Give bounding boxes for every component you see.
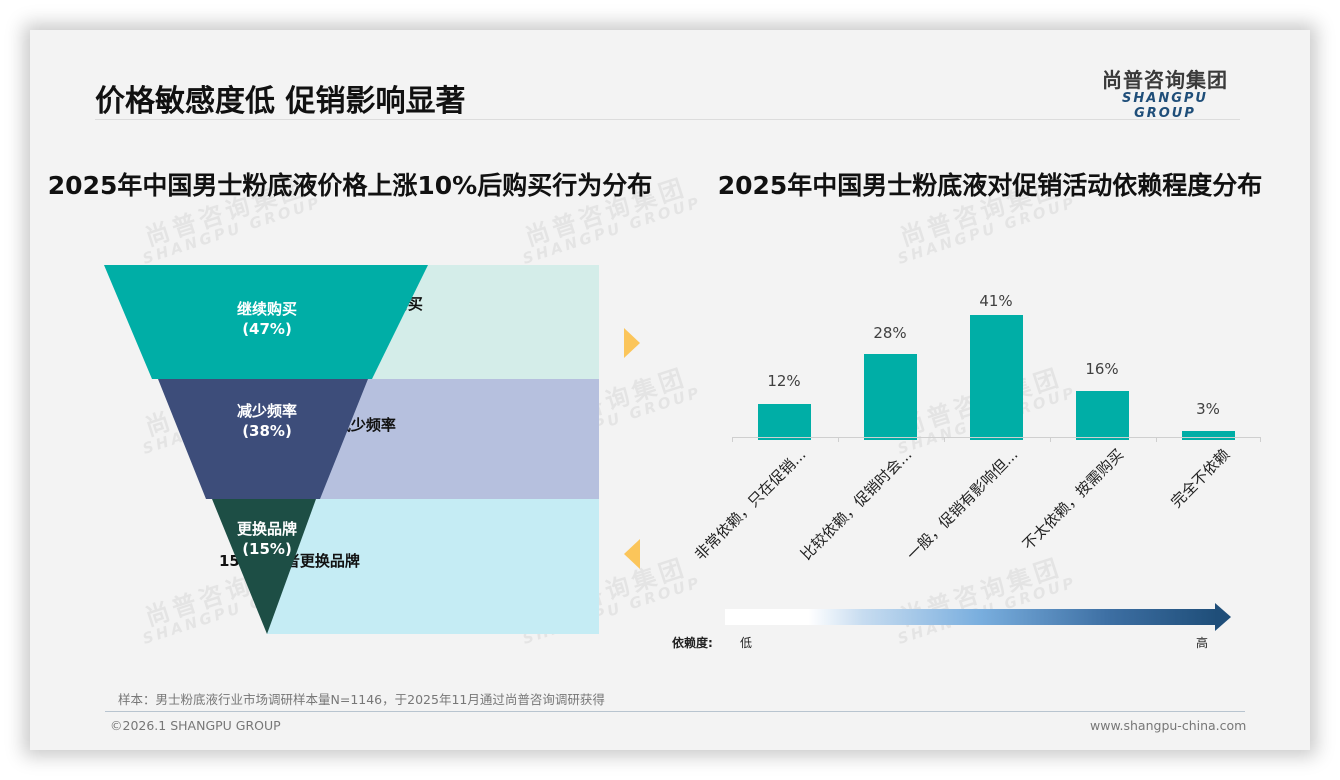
- funnel-shapes: [104, 265, 428, 634]
- axis-tick: [732, 437, 733, 442]
- category-label: 非常依赖，只在促销...: [690, 445, 810, 564]
- segment-name: 减少频率: [236, 402, 297, 420]
- watermark-en: SHANGPU GROUP: [520, 192, 704, 268]
- watermark-en: SHANGPU GROUP: [140, 192, 324, 268]
- category-label: 比较依赖，促销时会...: [796, 445, 916, 564]
- website-link[interactable]: www.shangpu-china.com: [1090, 718, 1247, 733]
- bar-value: 28%: [873, 324, 907, 342]
- x-axis: [732, 437, 1260, 438]
- triangle-left-icon: [624, 539, 640, 569]
- bar-value: 41%: [979, 292, 1013, 310]
- company-logo: 尚普咨询集团 SHANGPU GROUP: [1090, 64, 1240, 121]
- triangle-right-icon: [624, 328, 640, 358]
- page-title: 价格敏感度低 促销影响显著: [95, 84, 466, 119]
- arrow-right-icon: [1215, 603, 1231, 631]
- funnel-segment-label: 更换品牌 (15%): [197, 519, 337, 559]
- category-label: 不太依赖，按需购买: [1018, 445, 1128, 554]
- bar-value: 16%: [1085, 360, 1119, 378]
- funnel-chart-title: 2025年中国男士粉底液价格上涨10%后购买行为分布: [47, 171, 653, 200]
- dependence-low-label: 低: [740, 636, 753, 650]
- slide: 尚普咨询集团 SHANGPU GROUP 尚普咨询集团 SHANGPU GROU…: [30, 30, 1310, 750]
- funnel-segment-label: 继续购买 (47%): [197, 299, 337, 339]
- bar: [1182, 431, 1235, 440]
- title-divider: [95, 119, 1240, 120]
- axis-tick: [944, 437, 945, 442]
- bar: [864, 354, 917, 440]
- axis-tick: [1050, 437, 1051, 442]
- dependence-gradient-arrow: [725, 603, 1231, 631]
- dependence-label: 依赖度:: [672, 636, 713, 650]
- segment-pct: (38%): [242, 422, 292, 440]
- footer-divider: [105, 711, 1245, 712]
- segment-name: 更换品牌: [236, 520, 297, 538]
- gradient-bar: [725, 609, 1217, 625]
- bar: [970, 315, 1023, 440]
- bar-chart-title: 2025年中国男士粉底液对促销活动依赖程度分布: [717, 171, 1263, 200]
- axis-tick: [1260, 437, 1261, 442]
- logo-en: SHANGPU GROUP: [1122, 91, 1208, 121]
- bar: [758, 404, 811, 440]
- funnel-chart: 47%消费者继续购买 38%消费者减少频率 15%消费者更换品牌 继续购买 (4…: [102, 265, 602, 635]
- category-label: 一般，促销有影响但...: [902, 445, 1022, 564]
- bar-value: 12%: [767, 372, 801, 390]
- funnel-segment-continue: [104, 265, 428, 379]
- funnel-segment-switch: [212, 499, 316, 634]
- sample-note: 样本：男士粉底液行业市场调研样本量N=1146，于2025年11月通过尚普咨询调…: [118, 692, 605, 707]
- bar: [1076, 391, 1129, 440]
- watermark-en: SHANGPU GROUP: [895, 192, 1079, 268]
- segment-pct: (47%): [242, 320, 292, 338]
- category-label: 完全不依赖: [1167, 445, 1234, 512]
- segment-name: 继续购买: [236, 300, 297, 318]
- funnel-segment-reduce: [158, 379, 368, 499]
- segment-pct: (15%): [242, 540, 292, 558]
- axis-tick: [1156, 437, 1157, 442]
- bar-chart: 12% 28% 41% 16% 3%: [730, 290, 1260, 440]
- logo-cn: 尚普咨询集团: [1102, 68, 1228, 92]
- funnel-segment-label: 减少频率 (38%): [197, 401, 337, 441]
- copyright: ©2026.1 SHANGPU GROUP: [110, 718, 281, 733]
- watermark: 尚普咨询集团 SHANGPU GROUP: [889, 552, 1078, 648]
- bar-value: 3%: [1196, 400, 1220, 418]
- axis-tick: [838, 437, 839, 442]
- dependence-high-label: 高: [1196, 636, 1209, 650]
